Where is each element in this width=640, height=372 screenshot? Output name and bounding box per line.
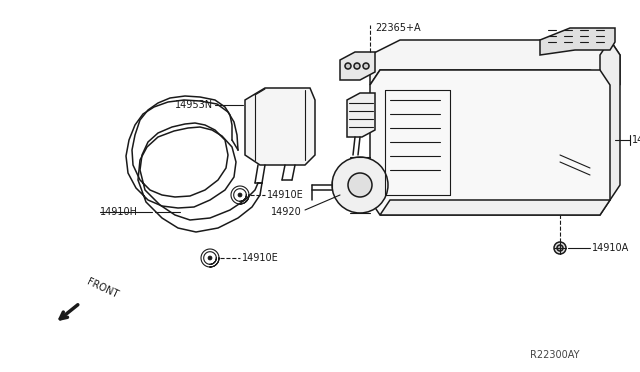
Circle shape <box>345 63 351 69</box>
Polygon shape <box>370 40 620 85</box>
Circle shape <box>208 256 212 260</box>
Text: 14910E: 14910E <box>242 253 279 263</box>
Circle shape <box>554 242 566 254</box>
Text: 14910A: 14910A <box>592 243 629 253</box>
Polygon shape <box>347 93 375 137</box>
Polygon shape <box>245 88 315 165</box>
Polygon shape <box>380 200 610 215</box>
Circle shape <box>363 63 369 69</box>
Polygon shape <box>340 52 375 80</box>
Text: 14950: 14950 <box>632 135 640 145</box>
Polygon shape <box>540 28 615 55</box>
Text: 14953N: 14953N <box>175 100 213 110</box>
Circle shape <box>348 173 372 197</box>
Text: 14910H: 14910H <box>100 207 138 217</box>
Text: 22365+A: 22365+A <box>375 23 420 33</box>
Text: 14920: 14920 <box>271 207 302 217</box>
Text: 14910E: 14910E <box>267 190 304 200</box>
Text: FRONT: FRONT <box>85 277 120 300</box>
Circle shape <box>557 245 563 251</box>
Polygon shape <box>370 70 610 215</box>
Text: R22300AY: R22300AY <box>530 350 579 360</box>
Circle shape <box>332 157 388 213</box>
Circle shape <box>238 193 242 197</box>
Polygon shape <box>600 40 620 200</box>
Circle shape <box>354 63 360 69</box>
